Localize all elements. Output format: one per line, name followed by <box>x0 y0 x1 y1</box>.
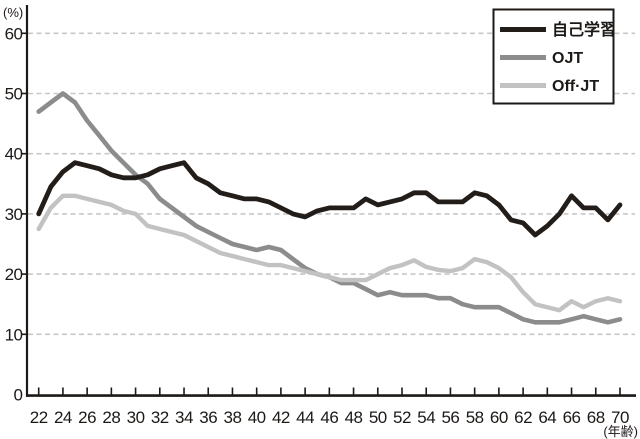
x-tick-label: 36 <box>199 408 217 427</box>
x-tick-label: 32 <box>151 408 169 427</box>
y-axis-unit-label: (%) <box>3 5 23 20</box>
y-tick-label: 20 <box>5 265 23 284</box>
x-tick-label: 28 <box>102 408 120 427</box>
axes <box>21 5 636 397</box>
legend-label-ojt: OJT <box>552 50 583 67</box>
x-tick-label: 46 <box>320 408 338 427</box>
x-tick-label: 70 <box>611 408 629 427</box>
legend: 自己学習 OJT Off·JT <box>492 8 616 105</box>
x-tick-label: 68 <box>587 408 605 427</box>
x-tick-label: 64 <box>538 408 556 427</box>
series-lines <box>36 91 623 325</box>
x-tick-label: 34 <box>175 408 193 427</box>
x-tick-label: 44 <box>296 408 314 427</box>
x-tick-label: 42 <box>272 408 290 427</box>
legend-label-self-study: 自己学習 <box>552 20 616 39</box>
x-axis-unit-label: (年齢) <box>603 424 638 439</box>
y-tick-label: 0 <box>14 386 23 405</box>
y-tick-label: 40 <box>5 145 23 164</box>
legend-label-off-jt: Off·JT <box>552 78 599 95</box>
y-axis-labels: 0 10 20 30 40 50 60 <box>5 24 23 404</box>
series-line-off-jt <box>36 193 623 313</box>
x-tick-label: 24 <box>54 408 72 427</box>
x-tick-label: 66 <box>563 408 581 427</box>
y-tick-label: 10 <box>5 325 23 344</box>
x-tick-label: 56 <box>441 408 459 427</box>
x-axis-labels: 22 24 26 28 30 32 34 36 38 40 42 44 46 48 50 52 54 56 58 60… <box>30 408 630 427</box>
x-tick-label: 58 <box>466 408 484 427</box>
x-tick-label: 62 <box>514 408 532 427</box>
x-tick-label: 60 <box>490 408 508 427</box>
x-tick-label: 26 <box>78 408 96 427</box>
series-line-self-study <box>36 160 623 238</box>
x-tick-label: 38 <box>223 408 241 427</box>
x-tick-label: 48 <box>345 408 363 427</box>
y-tick-label: 30 <box>5 205 23 224</box>
x-tick-label: 30 <box>127 408 145 427</box>
y-tick-label: 60 <box>5 24 23 43</box>
x-tick-label: 40 <box>248 408 266 427</box>
y-tick-label: 50 <box>5 85 23 104</box>
x-tick-label: 22 <box>30 408 48 427</box>
x-tick-label: 54 <box>417 408 435 427</box>
x-tick-label: 50 <box>369 408 387 427</box>
x-tick-label: 52 <box>393 408 411 427</box>
